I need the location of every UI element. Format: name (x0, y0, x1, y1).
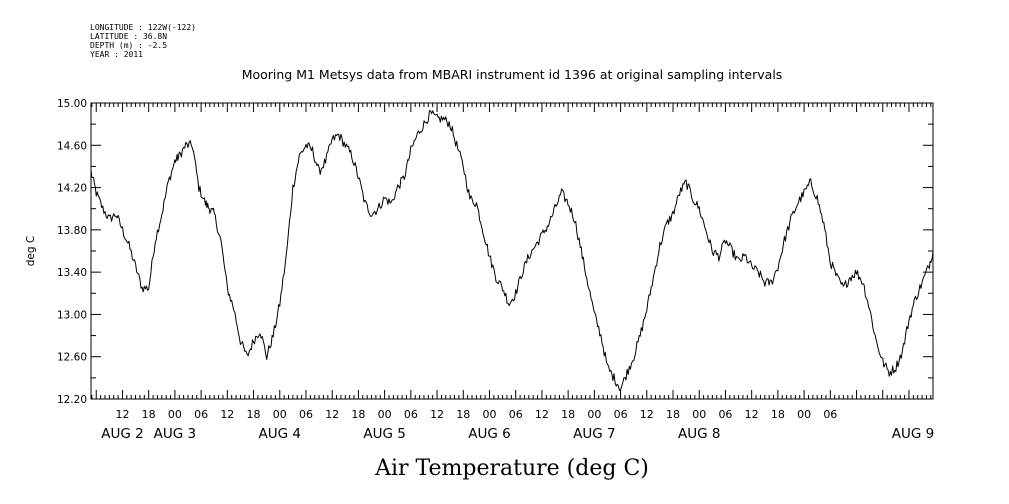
x-tick-label: 12 (745, 408, 759, 421)
x-tick-label: 12 (430, 408, 444, 421)
chart-title: Mooring M1 Metsys data from MBARI instru… (242, 67, 783, 82)
y-tick-label: 13.80 (57, 225, 87, 237)
longitude-text: LONGITUDE : 122W(-122) (90, 23, 196, 32)
x-tick-label: 12 (325, 408, 339, 421)
x-axis-label: Air Temperature (deg C) (374, 456, 649, 481)
y-tick-label: 13.40 (57, 267, 87, 279)
x-tick-label: 00 (797, 408, 811, 421)
x-tick-label: 18 (666, 408, 680, 421)
date-label: AUG 9 (892, 426, 934, 442)
date-label: AUG 8 (678, 426, 720, 442)
x-tick-label: 18 (561, 408, 575, 421)
x-tick-label: 06 (718, 408, 732, 421)
y-tick-label: 13.00 (57, 309, 87, 321)
x-tick-label: 18 (456, 408, 470, 421)
depth-text: DEPTH (m) : -2.5 (90, 41, 167, 50)
y-tick-label: 14.60 (57, 140, 87, 152)
y-axis-label: deg C (25, 236, 37, 266)
date-label: AUG 4 (259, 426, 301, 442)
x-tick-label: 12 (220, 408, 234, 421)
x-tick-label: 18 (247, 408, 261, 421)
x-tick-label: 06 (299, 408, 313, 421)
date-label: AUG 5 (363, 426, 405, 442)
y-axis: 12.20 12.60 13.00 13.40 13.80 14.20 14.60 15.00 (57, 98, 933, 406)
x-tick-label: 00 (378, 408, 392, 421)
x-tick-label: 06 (823, 408, 837, 421)
x-tick-label: 00 (168, 408, 182, 421)
y-tick-label: 12.60 (57, 352, 87, 364)
x-tick-label: 00 (273, 408, 287, 421)
x-tick-label: 00 (587, 408, 601, 421)
y-tick-label: 12.20 (57, 394, 87, 406)
date-label: AUG 2 (101, 426, 143, 442)
date-label: AUG 3 (154, 426, 196, 442)
series-layer (90, 110, 934, 391)
x-tick-label: 06 (404, 408, 418, 421)
x-tick-label: 12 (535, 408, 549, 421)
year-text: YEAR : 2011 (90, 50, 143, 59)
date-label: AUG 6 (468, 426, 510, 442)
x-tick-label: 18 (142, 408, 156, 421)
x-tick-label: 00 (482, 408, 496, 421)
x-tick-label: 12 (115, 408, 129, 421)
x-tick-label: 06 (509, 408, 523, 421)
latitude-text: LATITUDE : 36.8N (90, 32, 167, 41)
x-tick-label: 06 (194, 408, 208, 421)
x-axis: 12 18 00 06 12 18 00 06 12 18 00 06 12 18 00 06 12 18 00 06… (91, 103, 934, 442)
y-tick-label: 14.20 (57, 183, 87, 195)
x-tick-label: 00 (692, 408, 706, 421)
y-tick-label: 15.00 (57, 98, 87, 110)
x-tick-label: 06 (614, 408, 628, 421)
x-tick-label: 18 (771, 408, 785, 421)
x-tick-label: 18 (351, 408, 365, 421)
plot-frame (90, 102, 934, 400)
series-line (90, 110, 934, 391)
metadata-block: LONGITUDE : 122W(-122) LATITUDE : 36.8N … (90, 23, 196, 59)
x-tick-label: 12 (640, 408, 654, 421)
date-label: AUG 7 (573, 426, 615, 442)
